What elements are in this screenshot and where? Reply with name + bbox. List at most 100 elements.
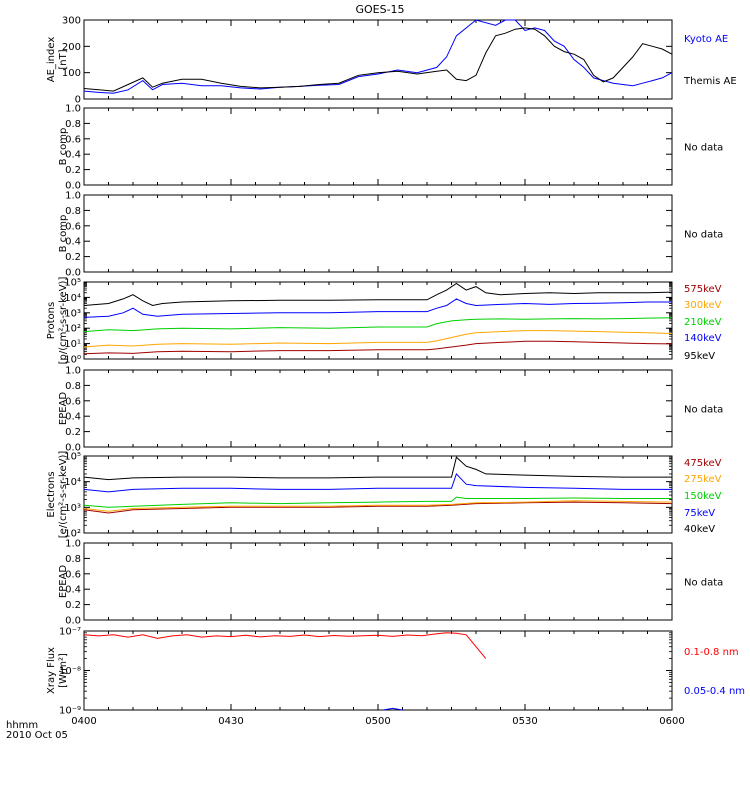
y-tick-label: 0.2 — [65, 600, 81, 611]
y-tick-label: 10³ — [64, 308, 81, 319]
x-tick-label: 0600 — [659, 716, 684, 727]
no-data-label: No data — [684, 578, 723, 589]
series-line-75kev — [83, 472, 672, 493]
y-tick-label: 0.8 — [65, 206, 81, 217]
y-tick-label: 0.0 — [65, 181, 81, 192]
x-corner-label: hhmm — [6, 720, 38, 731]
y-tick-label: 0.4 — [65, 412, 81, 423]
panel-b1: 0.0 0.2 0.4 0.6 0.8 1.0 B comp No data — [58, 104, 723, 192]
y-tick-label: 10⁵ — [64, 452, 81, 463]
y-tick-label: 0 — [75, 95, 81, 106]
panel-epead1: 0.0 0.2 0.4 0.6 0.8 1.0 EPEAD No data — [58, 366, 723, 454]
y-tick-label: 0.8 — [65, 554, 81, 565]
y-tick-label: 10¹ — [64, 339, 81, 350]
y-tick-label: 0.8 — [65, 119, 81, 130]
y-tick-label: 10⁴ — [64, 293, 81, 304]
y-tick-label: 10² — [64, 324, 81, 335]
y-axis-label: Protons — [46, 302, 57, 339]
plot-title: GOES-15 — [355, 3, 404, 16]
y-tick-label: 1.0 — [65, 191, 81, 202]
x-tick-label: 0430 — [218, 716, 243, 727]
time-axis: hhmm 2010 Oct 05 0400 0430 0500 0530 0600 — [6, 716, 685, 741]
panel-ae: 0 100 200 300 AE_index [nT] Kyoto AE Themis AE — [46, 16, 737, 106]
series-line-40kev — [83, 456, 672, 481]
series-line-0-05-0-4-nm — [382, 707, 403, 711]
y-axis-label: Xray Flux — [46, 647, 57, 694]
y-tick-label: 0.0 — [65, 268, 81, 279]
y-tick-label: 1.0 — [65, 366, 81, 377]
series-line-575kev — [83, 340, 673, 355]
legend-entry: 140keV — [684, 333, 722, 344]
y-axis-label: Electrons — [46, 471, 57, 517]
series-line-themis-ae — [83, 27, 673, 92]
panel-epead2: 0.0 0.2 0.4 0.6 0.8 1.0 EPEAD No data — [58, 539, 723, 627]
legend-entry: 275keV — [684, 474, 722, 485]
series-line-300kev — [83, 330, 673, 348]
y-axis-label: B comp — [58, 128, 69, 166]
y-tick-label: 0.6 — [65, 569, 81, 580]
legend-entry: Kyoto AE — [684, 34, 728, 45]
series-line-95kev — [83, 282, 673, 307]
legend-entry: 575keV — [684, 284, 722, 295]
series-line-kyoto-ae — [83, 19, 673, 94]
panel-protons: 10⁰ 10¹ 10² 10³ 10⁴ 10⁵ Protons [p/(cm²-s-sr-ke… — [46, 277, 722, 366]
y-axis-label: [e/(cm²-s-sr-keV)] — [58, 451, 69, 539]
y-tick-label: 1.0 — [65, 104, 81, 115]
legend-entry: 75keV — [684, 508, 715, 519]
y-tick-label: 0.8 — [65, 381, 81, 392]
y-tick-label: 10² — [64, 529, 81, 540]
y-tick-label: 0.2 — [65, 165, 81, 176]
panel-frame — [83, 455, 673, 534]
legend-entry: Themis AE — [683, 76, 737, 87]
y-tick-label: 0.2 — [65, 427, 81, 438]
y-axis-label: [nT] — [58, 49, 69, 69]
y-axis-label: EPEAD — [58, 392, 69, 426]
y-tick-label: 0.4 — [65, 150, 81, 161]
x-tick-label: 0400 — [71, 716, 96, 727]
y-axis-label: EPEAD — [58, 565, 69, 599]
no-data-label: No data — [684, 230, 723, 241]
legend-entry: 150keV — [684, 491, 722, 502]
y-tick-label: 100 — [62, 68, 81, 79]
y-tick-label: 10⁻⁷ — [59, 627, 81, 638]
panel-b2: 0.0 0.2 0.4 0.6 0.8 1.0 B comp No data — [58, 191, 723, 279]
panel-frame — [83, 542, 673, 621]
x-date-label: 2010 Oct 05 — [6, 730, 68, 741]
legend-entry: 0.05-0.4 nm — [684, 686, 745, 697]
y-tick-label: 300 — [62, 16, 81, 27]
series-line-140kev — [83, 298, 672, 318]
y-tick-label: 0.6 — [65, 221, 81, 232]
x-tick-label: 0500 — [365, 716, 390, 727]
legend-entry: 300keV — [684, 300, 722, 311]
y-tick-label: 10⁴ — [64, 477, 81, 488]
y-tick-label: 10³ — [64, 503, 81, 514]
y-tick-label: 200 — [62, 42, 81, 53]
y-tick-label: 0.0 — [65, 443, 81, 454]
legend-entry: 0.1-0.8 nm — [684, 647, 739, 658]
y-tick-label: 0.6 — [65, 396, 81, 407]
series-line-0-1-0-8-nm — [83, 632, 487, 659]
y-tick-label: 0.4 — [65, 237, 81, 248]
series-line-150kev — [83, 496, 672, 508]
x-tick-label: 0530 — [512, 716, 537, 727]
y-axis-label: [W/m²] — [58, 653, 69, 688]
y-tick-label: 10⁰ — [64, 355, 81, 366]
series-line-475kev — [83, 501, 673, 514]
y-axis-label: AE_index — [46, 37, 57, 83]
legend-entry: 210keV — [684, 317, 722, 328]
y-tick-label: 10⁻⁸ — [59, 666, 81, 677]
panel-frame — [83, 107, 673, 186]
panel-frame — [83, 630, 673, 711]
no-data-label: No data — [684, 143, 723, 154]
y-axis-label: [p/(cm²-s-sr-keV)] — [58, 277, 69, 365]
y-tick-label: 0.0 — [65, 616, 81, 627]
y-tick-label: 10⁻⁹ — [59, 706, 81, 717]
panel-electrons: 10² 10³ 10⁴ 10⁵ Electrons [e/(cm²-s-sr-keV)] 4… — [46, 451, 722, 540]
no-data-label: No data — [684, 405, 723, 416]
y-tick-label: 1.0 — [65, 539, 81, 550]
panel-frame — [83, 194, 673, 273]
legend-entry: 40keV — [684, 524, 715, 535]
panel-frame — [83, 369, 673, 448]
